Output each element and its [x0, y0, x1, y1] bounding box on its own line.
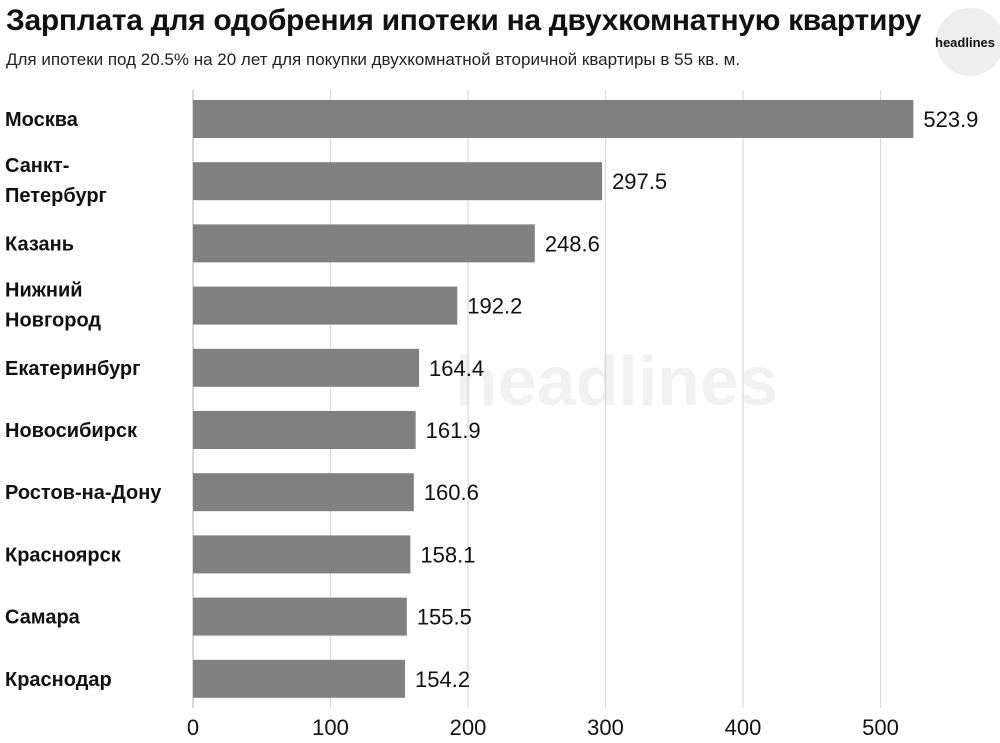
- category-label-line: Санкт-: [5, 155, 69, 177]
- category-label-line: Нижний: [5, 280, 83, 302]
- bar: [193, 162, 603, 201]
- bar-value-label: 164.4: [429, 356, 484, 381]
- category-label: Нижний Новгород: [5, 280, 101, 332]
- bar-value-label: 155.5: [417, 605, 472, 630]
- bar-value-label: 192.2: [467, 294, 522, 319]
- bar: [193, 597, 407, 636]
- category-label: Москва: [5, 109, 79, 131]
- bar-value-label: 154.2: [415, 667, 470, 692]
- category-label: Санкт- Петербург: [5, 155, 107, 207]
- bar: [193, 100, 914, 138]
- x-tick-label: 500: [862, 715, 899, 740]
- bar: [193, 224, 535, 263]
- bar-value-label: 248.6: [545, 231, 600, 256]
- chart-subtitle: Для ипотеки под 20.5% на 20 лет для поку…: [6, 50, 741, 69]
- watermark-text: headlines: [455, 342, 778, 420]
- x-tick-label: 400: [725, 715, 762, 740]
- bar: [193, 348, 420, 387]
- category-label: Новосибирск: [5, 420, 138, 442]
- category-label: Казань: [5, 233, 74, 255]
- x-tick-label: 200: [450, 715, 487, 740]
- bar: [193, 535, 411, 574]
- category-label: Самара: [5, 607, 81, 629]
- bar: [193, 473, 414, 512]
- bar: [193, 411, 416, 449]
- category-label-line: Новгород: [5, 310, 101, 332]
- category-label: Красноярск: [5, 544, 122, 566]
- bar-value-label: 160.6: [424, 480, 479, 505]
- x-tick-label: 300: [587, 715, 624, 740]
- category-label: Екатеринбург: [5, 358, 140, 380]
- headlines-logo: headlines: [935, 8, 1000, 76]
- bar-value-label: 158.1: [420, 542, 475, 567]
- x-tick-label: 100: [312, 715, 349, 740]
- category-label: Краснодар: [5, 669, 112, 691]
- bar-value-label: 297.5: [612, 169, 667, 194]
- bar-value-label: 161.9: [426, 418, 481, 443]
- bar: [193, 659, 406, 698]
- bar-value-label: 523.9: [923, 107, 978, 132]
- logo-text: headlines: [935, 34, 995, 50]
- category-label: Ростов-на-Дону: [5, 482, 162, 504]
- bar: [193, 286, 458, 325]
- x-tick-label: 0: [187, 715, 199, 740]
- chart-title: Зарплата для одобрения ипотеки на двухко…: [6, 4, 922, 37]
- category-label-line: Петербург: [5, 185, 107, 207]
